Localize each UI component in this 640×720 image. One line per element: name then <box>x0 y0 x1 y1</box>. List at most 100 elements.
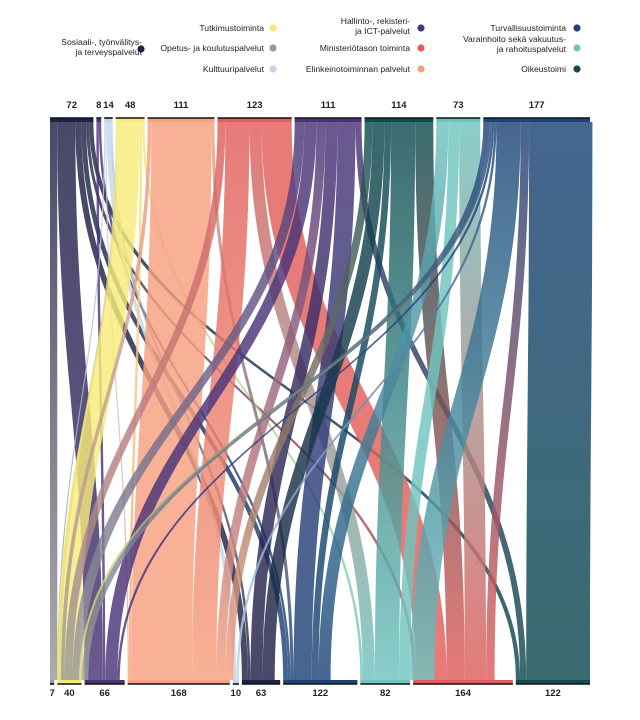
legend-item-sosiaali-tyonvalitys-ja-terveyspalvelut: Sosiaali-, työnvälitys-ja terveyspalvelu… <box>61 37 145 57</box>
flow-link <box>318 122 449 680</box>
flow-link <box>64 122 226 680</box>
legend-item-kulttuuripalvelut: Kulttuuripalvelut <box>203 64 277 74</box>
legend-swatch <box>137 45 145 53</box>
legend-label: Oikeustoimi <box>521 64 566 74</box>
legend-swatch <box>573 44 581 52</box>
legend-item-opetus-ja-koulutuspalvelut: Opetus- ja koulutuspalvelut <box>160 43 277 53</box>
top-node-kulttuuripalvelut <box>104 118 113 122</box>
flow-link <box>57 122 140 680</box>
legend-item-turvallisuustoiminta: Turvallisuustoiminta <box>490 23 581 33</box>
legend-swatch <box>573 24 581 32</box>
flow-links <box>50 122 593 680</box>
top-node-varainhoito-seka-vakuutus-ja-rahoituspalvelut <box>436 118 481 122</box>
bottom-count-label: 122 <box>312 688 328 699</box>
flow-link <box>526 122 593 680</box>
flow-link <box>225 122 373 680</box>
legend-label: Ministeriötason toiminta <box>320 43 410 53</box>
top-node-tutkimustoiminta <box>115 118 145 122</box>
legend: Sosiaali-, työnvälitys-ja terveyspalvelu… <box>61 16 581 74</box>
legend-item-elinkeinotoiminnan-palvelut: Elinkeinotoiminnan palvelut <box>306 64 425 74</box>
top-count-label: 114 <box>391 100 407 111</box>
legend-swatch <box>417 65 425 73</box>
bottom-node-elinkeinotoiminnan-palvelut <box>127 680 230 684</box>
legend-item-hallinto-rekisteri-ja-ict-palvelut: Hallinto-, rekisteri-ja ICT-palvelut <box>341 16 425 36</box>
flow-link <box>399 122 460 680</box>
bottom-node-turvallisuustoiminta <box>283 680 358 684</box>
flow-link <box>374 122 416 680</box>
flow-link <box>216 122 326 680</box>
bottom-node-sosiaali-tyonvalitys-ja-terveyspalvelut <box>241 680 281 684</box>
flow-link <box>250 122 338 680</box>
flow-link <box>311 122 392 680</box>
flow-link <box>236 122 497 680</box>
bottom-count-label: 82 <box>380 688 391 699</box>
flow-link <box>117 122 495 680</box>
top-count-label: 72 <box>66 100 77 111</box>
flow-link <box>131 122 212 680</box>
top-count-label: 8 <box>96 100 101 111</box>
flow-link <box>57 122 103 680</box>
legend-label: Varainhoito sekä vakuutus-ja rahoituspal… <box>463 34 567 54</box>
bottom-node-opetus-ja-koulutuspalvelut <box>50 680 55 684</box>
legend-item-oikeustoimi: Oikeustoimi <box>521 64 581 74</box>
flow-link <box>486 122 530 680</box>
top-count-label: 73 <box>453 100 464 111</box>
legend-label: Elinkeinotoiminnan palvelut <box>306 64 411 74</box>
top-count-label: 14 <box>103 100 114 111</box>
legend-label: Hallinto-, rekisteri-ja ICT-palvelut <box>341 16 411 36</box>
legend-swatch <box>269 44 277 52</box>
legend-label: Opetus- ja koulutuspalvelut <box>160 43 264 53</box>
flow-link <box>50 122 58 680</box>
bottom-count-label: 66 <box>99 688 110 699</box>
flow-link <box>262 122 385 680</box>
top-count-label: 48 <box>125 100 136 111</box>
flow-link <box>192 122 250 680</box>
top-count-label: 177 <box>529 100 545 111</box>
top-count-label: 111 <box>321 100 337 111</box>
flow-link <box>249 122 375 680</box>
flow-link <box>79 122 492 680</box>
top-node-turvallisuustoiminta <box>483 118 590 122</box>
flow-link <box>410 122 521 680</box>
bottom-node-tutkimustoiminta <box>57 680 82 684</box>
top-node-oikeustoimi <box>364 118 434 122</box>
flow-link <box>211 122 294 680</box>
top-node-hallinto-rekisteri-ja-ict-palvelut <box>96 118 102 122</box>
flow-link <box>57 122 106 680</box>
top-count-label: 111 <box>174 100 190 111</box>
top-node-ministeriotason-toiminta <box>217 118 292 122</box>
flow-link <box>105 122 317 680</box>
legend-item-varainhoito-seka-vakuutus-ja-rahoituspalvelut: Varainhoito sekä vakuutus-ja rahoituspal… <box>463 34 581 54</box>
legend-swatch <box>417 44 425 52</box>
flow-link <box>105 122 129 680</box>
bottom-count-label: 168 <box>171 688 187 699</box>
legend-label: Kulttuuripalvelut <box>203 64 265 74</box>
bottom-node-kulttuuripalvelut <box>232 680 239 684</box>
top-node-sosiaali-tyonvalitys-ja-terveyspalvelut <box>50 118 94 122</box>
bottom-count-label: 40 <box>64 688 75 699</box>
legend-item-tutkimustoiminta: Tutkimustoiminta <box>199 23 277 33</box>
bottom-count-label: 122 <box>545 688 561 699</box>
legend-swatch <box>573 65 581 73</box>
bottom-count-label: 164 <box>455 688 472 699</box>
bottom-node-varainhoito-seka-vakuutus-ja-rahoituspalvelut <box>360 680 411 684</box>
nodes <box>50 117 590 685</box>
bottom-count-label: 10 <box>231 688 242 699</box>
bottom-node-hallinto-rekisteri-ja-ict-palvelut <box>84 680 125 684</box>
bottom-node-oikeustoimi <box>515 680 590 684</box>
bottom-node-ministeriotason-toiminta <box>413 680 513 684</box>
legend-item-ministeriotason-toiminta: Ministeriötason toiminta <box>320 43 425 53</box>
flow-link <box>60 122 152 680</box>
legend-swatch <box>269 65 277 73</box>
flow-link <box>72 122 305 680</box>
legend-swatch <box>269 24 277 32</box>
bottom-count-label: 7 <box>49 688 54 699</box>
top-node-hallinto-rekisteri-ja-ict-palvelut <box>294 118 362 122</box>
top-count-label: 123 <box>247 100 263 111</box>
legend-label: Turvallisuustoiminta <box>490 23 566 33</box>
bottom-count-label: 63 <box>256 688 267 699</box>
count-labels: 72 8 14 48 111 123 111 114 73 177 7 40 66 168 10 63 122 8… <box>49 100 560 699</box>
top-node-elinkeinotoiminnan-palvelut <box>147 118 215 122</box>
legend-label: Tutkimustoiminta <box>199 23 264 33</box>
